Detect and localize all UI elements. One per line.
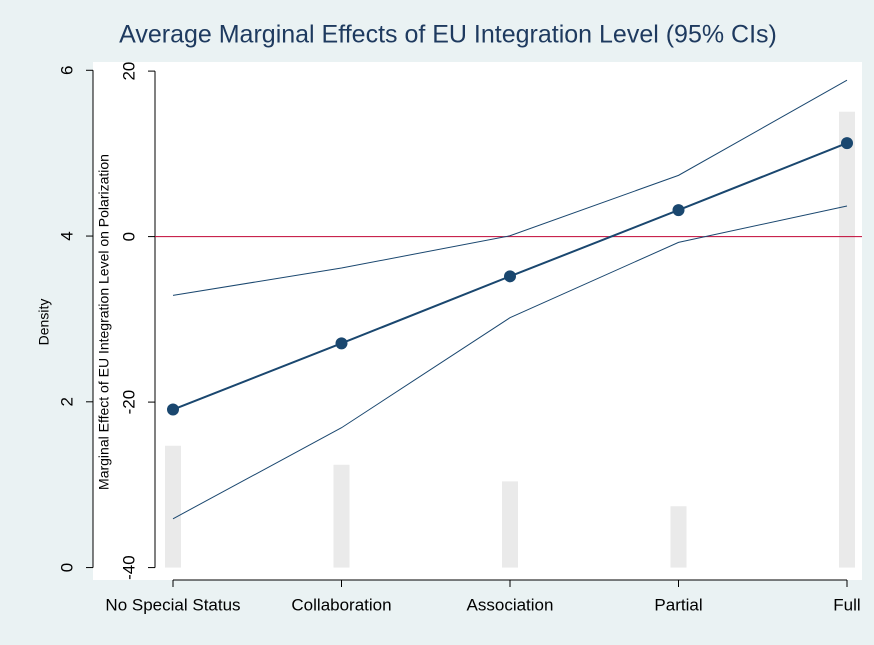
point: [504, 270, 516, 283]
y-axis-label: Density: [36, 299, 52, 346]
y2-tick-label: -40: [119, 555, 138, 580]
y2-tick-label: 0: [119, 232, 138, 241]
chart-title: Average Marginal Effects of EU Integrati…: [119, 21, 777, 49]
ci-upper-line: [172, 79, 848, 296]
y-tick-label: 4: [57, 231, 76, 240]
x-tick-label: Full: [833, 595, 860, 614]
bar: [165, 445, 181, 568]
y-tick-label: 2: [57, 397, 76, 406]
point: [841, 137, 853, 150]
y2-axis-label: Marginal Effect of EU Integration Level …: [96, 154, 112, 490]
bar: [670, 506, 687, 568]
bar: [333, 464, 350, 568]
bar: [839, 111, 855, 568]
plot-area: [93, 62, 862, 580]
ci-lower-line: [172, 205, 848, 520]
bar: [502, 481, 518, 568]
x-tick-label: No Special Status: [105, 595, 240, 614]
y-tick-label: 0: [57, 563, 76, 572]
point: [672, 204, 685, 217]
y2-tick-label: -20: [119, 390, 138, 415]
y-tick-label: 6: [57, 66, 76, 75]
x-tick-label: Partial: [654, 595, 702, 614]
x-tick-label: Collaboration: [291, 595, 391, 614]
point: [335, 337, 348, 350]
x-tick-label: Association: [467, 595, 554, 614]
y2-tick-label: 20: [119, 62, 138, 81]
point: [167, 403, 179, 416]
